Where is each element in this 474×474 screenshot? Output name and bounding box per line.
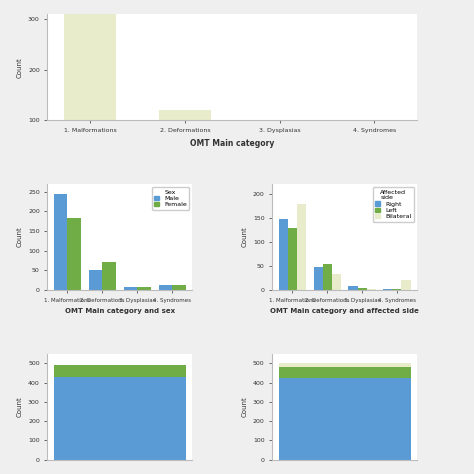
Bar	[54, 365, 186, 377]
Bar	[297, 204, 306, 290]
Bar	[89, 270, 102, 290]
Bar	[288, 228, 297, 290]
Bar	[64, 0, 116, 171]
Bar	[173, 285, 186, 290]
Bar	[137, 287, 151, 290]
Bar	[279, 364, 410, 367]
Bar	[323, 264, 332, 290]
X-axis label: OMT Main category and affected side: OMT Main category and affected side	[270, 308, 419, 314]
Y-axis label: Count: Count	[17, 396, 22, 417]
Bar	[159, 285, 173, 290]
Bar	[332, 274, 341, 290]
Bar	[348, 158, 401, 171]
Y-axis label: Count: Count	[17, 227, 22, 247]
Y-axis label: Count: Count	[241, 227, 247, 247]
Bar	[392, 289, 401, 290]
Y-axis label: Count: Count	[17, 57, 22, 78]
Legend: No, Yes: No, Yes	[273, 357, 312, 391]
Legend: Male, Female: Male, Female	[152, 187, 189, 210]
Bar	[67, 218, 81, 290]
Bar	[401, 281, 410, 290]
Bar	[279, 367, 410, 378]
Bar	[54, 377, 186, 460]
Bar	[383, 289, 392, 290]
Bar	[314, 267, 323, 290]
Y-axis label: Count: Count	[241, 396, 247, 417]
Legend: Right, Left, Bilateral: Right, Left, Bilateral	[373, 187, 414, 222]
Bar	[102, 262, 116, 290]
Bar	[254, 163, 306, 171]
Bar	[54, 194, 67, 290]
Bar	[124, 287, 137, 290]
Bar	[279, 378, 410, 460]
Bar	[348, 286, 357, 290]
Bar	[366, 289, 376, 290]
X-axis label: OMT Main category and sex: OMT Main category and sex	[65, 308, 175, 314]
X-axis label: OMT Main category: OMT Main category	[190, 138, 274, 147]
Bar	[279, 219, 288, 290]
Bar	[357, 288, 366, 290]
Bar	[159, 110, 211, 171]
